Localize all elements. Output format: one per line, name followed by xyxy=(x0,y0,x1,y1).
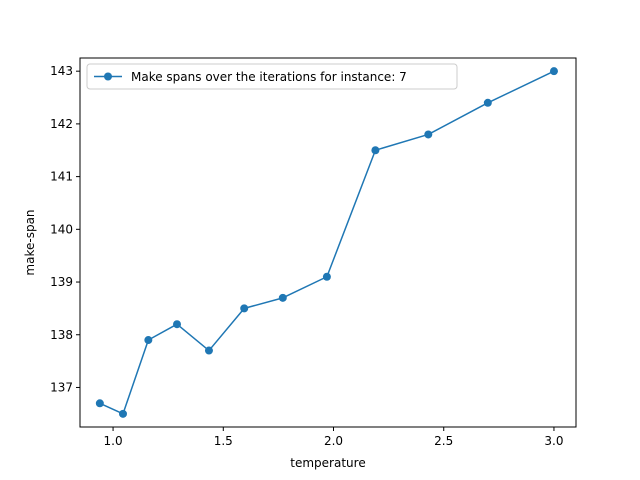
x-tick-label: 1.5 xyxy=(214,434,233,448)
x-tick-label: 1.0 xyxy=(104,434,123,448)
data-point xyxy=(240,304,249,313)
y-tick-label: 142 xyxy=(50,117,73,131)
data-point xyxy=(118,409,127,418)
x-tick-label: 2.0 xyxy=(324,434,343,448)
legend-box xyxy=(86,63,458,90)
y-tick-label: 137 xyxy=(50,380,73,394)
series-line xyxy=(99,70,555,415)
data-point xyxy=(483,98,492,107)
x-tick-label: 2.5 xyxy=(434,434,453,448)
data-point xyxy=(278,293,287,302)
data-point xyxy=(204,346,213,355)
y-axis-label: make-span xyxy=(23,209,37,275)
legend: Make spans over the iterations for insta… xyxy=(86,63,458,90)
y-tick-label: 138 xyxy=(50,328,73,342)
legend-entry: Make spans over the iterations for insta… xyxy=(131,70,407,84)
y-tick-label: 140 xyxy=(50,222,73,236)
y-tick-label: 143 xyxy=(50,64,73,78)
legend-marker-swatch xyxy=(104,72,112,81)
x-axis-ticks: 1.0 1.5 2.0 2.5 3.0 xyxy=(104,427,564,448)
data-point xyxy=(173,320,181,329)
x-axis-label: temperature xyxy=(290,456,365,470)
x-tick-label: 3.0 xyxy=(544,434,563,448)
axes-frame xyxy=(79,57,577,428)
data-point xyxy=(95,399,104,408)
series-layer xyxy=(95,67,558,418)
y-axis-ticks: 137 138 139 140 141 142 143 xyxy=(50,64,80,394)
y-tick-label: 141 xyxy=(50,170,73,184)
data-point xyxy=(144,336,153,345)
data-point xyxy=(424,130,433,139)
data-point xyxy=(371,146,380,155)
y-tick-label: 139 xyxy=(50,275,73,289)
data-point xyxy=(549,67,558,76)
data-point xyxy=(322,272,331,281)
